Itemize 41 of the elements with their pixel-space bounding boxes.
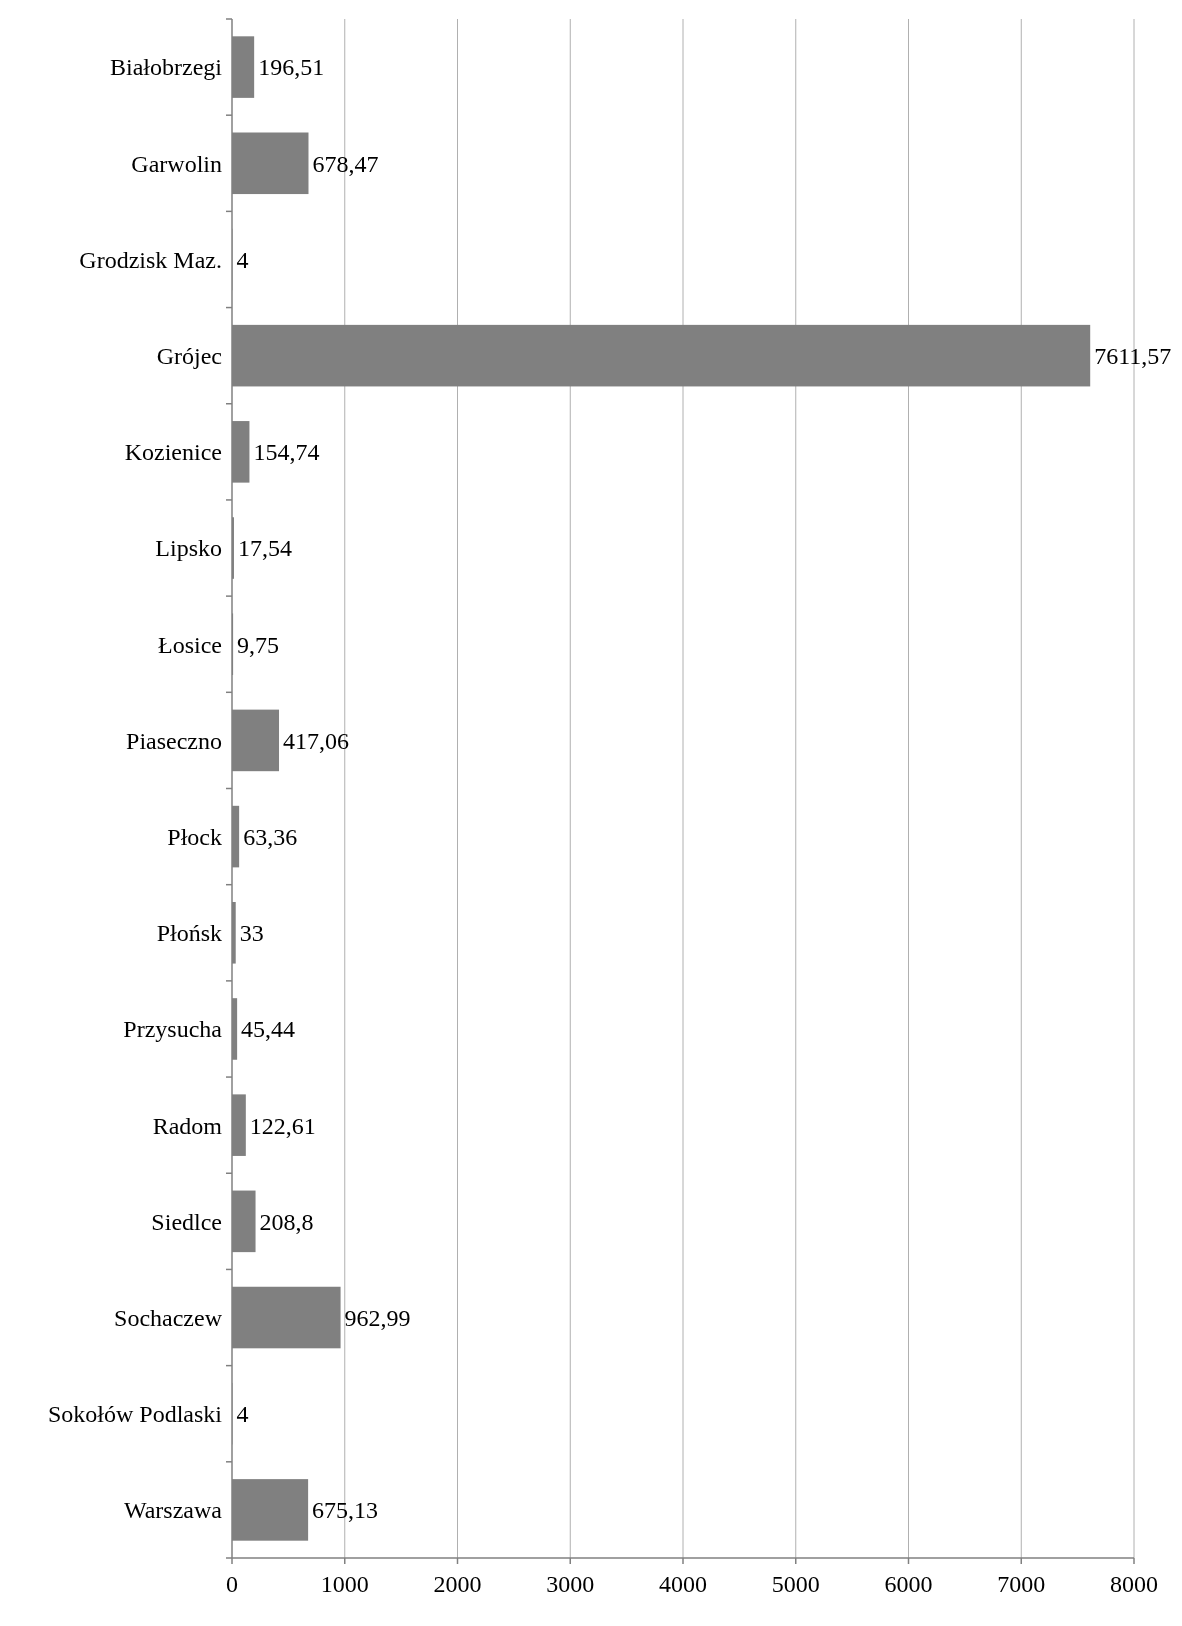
y-tick-label: Lipsko [155, 535, 222, 562]
y-tick-label: Garwolin [131, 150, 222, 177]
x-tick-label: 0 [226, 1571, 238, 1597]
data-label: 122,61 [249, 1112, 316, 1139]
data-label: 196,51 [258, 54, 325, 81]
data-label: 417,06 [283, 727, 350, 754]
data-label: 9,75 [237, 631, 280, 658]
data-label: 678,47 [312, 150, 379, 177]
x-tick-label: 3000 [546, 1571, 595, 1597]
x-tick-label: 1000 [320, 1571, 369, 1597]
y-tick-label: Grodzisk Maz. [79, 246, 222, 273]
data-label: 208,8 [259, 1208, 314, 1235]
x-tick-label: 2000 [433, 1571, 482, 1597]
x-tick-label: 8000 [1110, 1571, 1158, 1597]
y-tick-label: Sochaczew [114, 1304, 223, 1331]
data-label: 4 [236, 246, 249, 273]
y-tick-label: Przysucha [123, 1016, 223, 1043]
data-label: 4 [236, 1401, 249, 1428]
y-tick-label: Radom [152, 1112, 223, 1139]
data-label: 45,44 [241, 1016, 296, 1043]
data-label: 962,99 [344, 1304, 411, 1331]
y-tick-label: Białobrzegi [110, 54, 223, 81]
data-label: 7611,57 [1094, 343, 1172, 370]
y-tick-label: Warszawa [123, 1497, 223, 1524]
x-tick-label: 5000 [771, 1571, 820, 1597]
y-tick-label: Łosice [158, 631, 222, 658]
data-label: 63,36 [243, 823, 298, 850]
data-label: 33 [239, 920, 264, 947]
y-tick-label: Siedlce [151, 1208, 222, 1235]
x-tick-label: 4000 [659, 1571, 707, 1597]
y-tick-label: Kozienice [124, 439, 222, 466]
y-tick-label: Sokołów Podlaski [47, 1401, 223, 1428]
data-label: 675,13 [312, 1497, 379, 1524]
x-tick-label: 7000 [997, 1571, 1046, 1597]
y-tick-label: Grójec [156, 343, 222, 370]
y-tick-label: Płońsk [156, 920, 222, 947]
y-tick-label: Płock [167, 823, 222, 850]
x-tick-label: 6000 [884, 1571, 933, 1597]
data-label: 154,74 [253, 439, 320, 466]
data-label: 17,54 [237, 535, 292, 562]
y-tick-label: Piaseczno [126, 727, 222, 754]
